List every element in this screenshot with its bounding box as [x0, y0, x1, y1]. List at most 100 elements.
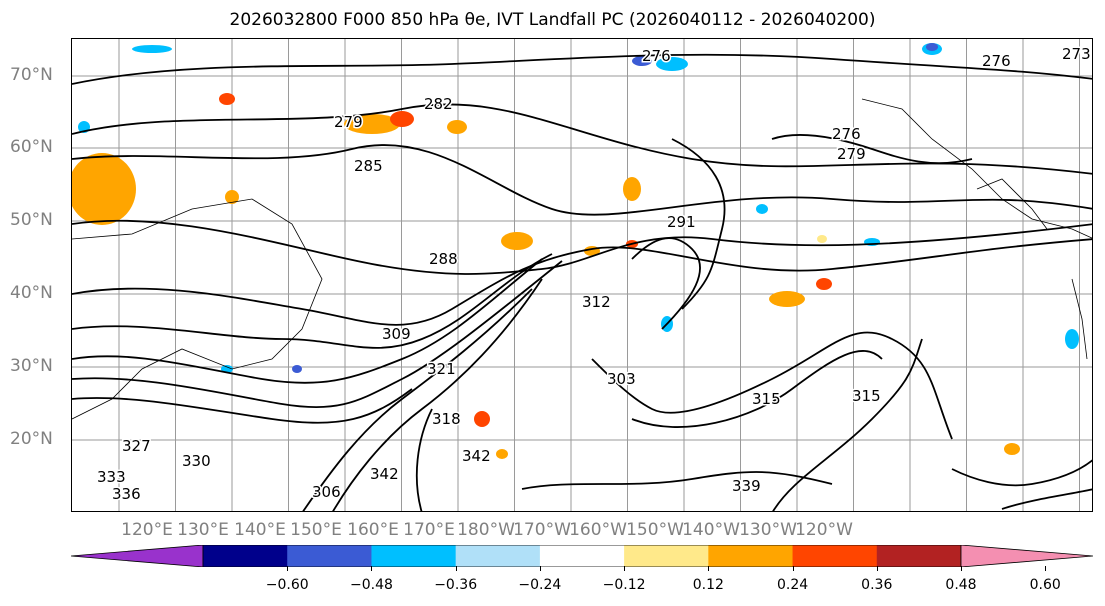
colorbar-tickmark: [708, 566, 710, 571]
anomaly-patch: [501, 232, 533, 250]
contour-label: 279: [837, 145, 866, 163]
contour-labels: 276 276 273 279 282 276 279 285 288 291 312 309 321 3…: [96, 44, 1093, 505]
colorbar-tick-label: 0.48: [945, 577, 977, 593]
colorbar-cell: [708, 545, 794, 567]
contour-label: 291: [667, 213, 696, 231]
colorbar-tickmark: [624, 566, 626, 571]
map-panel: 276 276 273 279 282 276 279 285 288 291 312 309 321 3…: [71, 38, 1093, 512]
lon-label: 170°W: [513, 520, 571, 540]
contour-label: 276: [642, 47, 671, 65]
anomaly-patch: [769, 291, 805, 307]
colorbar-tickmark: [961, 566, 962, 571]
colorbar-tickmark: [876, 566, 878, 571]
contour-line: [72, 238, 1092, 326]
figure-title: 2026032800 F000 850 hPa θe, IVT Landfall…: [229, 10, 876, 30]
lon-label: 160°E: [347, 520, 399, 540]
lon-label: 130°E: [177, 520, 229, 540]
lon-label: 150°W: [626, 520, 684, 540]
anomaly-patch: [474, 411, 490, 427]
colorbar-tick-label: −0.12: [602, 577, 646, 593]
contour-label: 315: [752, 390, 781, 408]
colorbar-tick-label: −0.36: [434, 577, 478, 593]
lon-label: 140°W: [682, 520, 740, 540]
colorbar-cell: [287, 545, 372, 567]
contour-label: 303: [607, 370, 636, 388]
colorbar: [71, 545, 1093, 567]
contour-line: [332, 278, 543, 511]
anomaly-patch: [447, 120, 467, 134]
lon-label: 130°W: [739, 520, 797, 540]
contour-line: [521, 471, 833, 490]
theta-e-contours: [72, 53, 1092, 511]
colorbar-tick-label: −0.48: [349, 577, 393, 593]
colorbar-extend-high: [960, 545, 1093, 567]
contour-label: 309: [382, 325, 411, 343]
lon-label: 160°W: [569, 520, 627, 540]
lat-label: 70°N: [10, 65, 53, 85]
anomaly-patches: [72, 43, 1079, 459]
colorbar-tickmark: [1045, 566, 1047, 571]
contour-line: [72, 253, 553, 349]
contour-label: 306: [312, 483, 341, 501]
anomaly-patch: [390, 111, 414, 127]
lon-label: 170°E: [403, 520, 455, 540]
contour-label: 315: [852, 387, 881, 405]
anomaly-patch: [632, 56, 652, 66]
contour-line: [72, 144, 1092, 216]
map-canvas: 276 276 273 279 282 276 279 285 288 291 312 309 321 3…: [72, 39, 1093, 511]
contour-line: [302, 288, 533, 511]
colorbar-tickmark: [539, 566, 541, 571]
gridlines: [72, 39, 1092, 511]
anomaly-patch: [221, 365, 233, 373]
colorbar-cell: [203, 545, 288, 567]
contour-label: 276: [832, 125, 861, 143]
contour-line: [72, 260, 563, 409]
anomaly-patch: [656, 57, 688, 71]
colorbar-tick-label: 0.36: [861, 577, 893, 593]
lat-label: 30°N: [10, 356, 53, 376]
colorbar-cell: [876, 545, 962, 567]
colorbar-tickmark: [455, 566, 457, 571]
contour-line: [591, 331, 953, 440]
contour-line: [772, 338, 923, 511]
contour-label: 321: [427, 360, 456, 378]
contour-label: 288: [429, 250, 458, 268]
colorbar-extend-low: [71, 545, 204, 567]
contour-label: 318: [432, 410, 461, 428]
contour-label: 336: [112, 485, 141, 503]
lon-label: 120°W: [795, 520, 853, 540]
contour-line: [415, 408, 433, 511]
contour-line: [631, 350, 883, 428]
coastline-asia: [72, 198, 323, 420]
anomaly-patch: [72, 153, 136, 225]
colorbar-tick-label: 0.12: [692, 577, 724, 593]
anomaly-patch: [817, 235, 827, 243]
anomaly-patch: [292, 365, 302, 373]
anomaly-patch: [132, 45, 172, 53]
colorbar-tickmark: [792, 566, 794, 571]
lon-label: 150°E: [290, 520, 342, 540]
colorbar-cell: [455, 545, 541, 567]
anomaly-patch: [219, 93, 235, 105]
colorbar-tick-label: 0.60: [1029, 577, 1061, 593]
colorbar-cell: [371, 545, 457, 567]
contour-label: 330: [182, 452, 211, 470]
colorbar-cell: [624, 545, 709, 567]
contour-label: 276: [982, 52, 1011, 70]
lat-label: 50°N: [10, 210, 53, 230]
lon-label: 120°E: [121, 520, 173, 540]
contour-label: 339: [732, 477, 761, 495]
contour-label: 279: [334, 113, 363, 131]
lon-label: 180°W: [457, 520, 515, 540]
coastline-alaska: [861, 98, 1092, 239]
colorbar-cell: [539, 545, 625, 567]
colorbar-cell: [792, 545, 878, 567]
contour-line: [1001, 488, 1092, 510]
contour-line: [671, 138, 726, 310]
contour-line: [72, 103, 1092, 175]
contour-line: [631, 237, 701, 330]
contour-label: 333: [97, 468, 126, 486]
coastline-panhandle: [976, 178, 1048, 230]
colorbar-tickmark: [287, 566, 289, 571]
colorbar-tick-label: 0.24: [776, 577, 809, 593]
